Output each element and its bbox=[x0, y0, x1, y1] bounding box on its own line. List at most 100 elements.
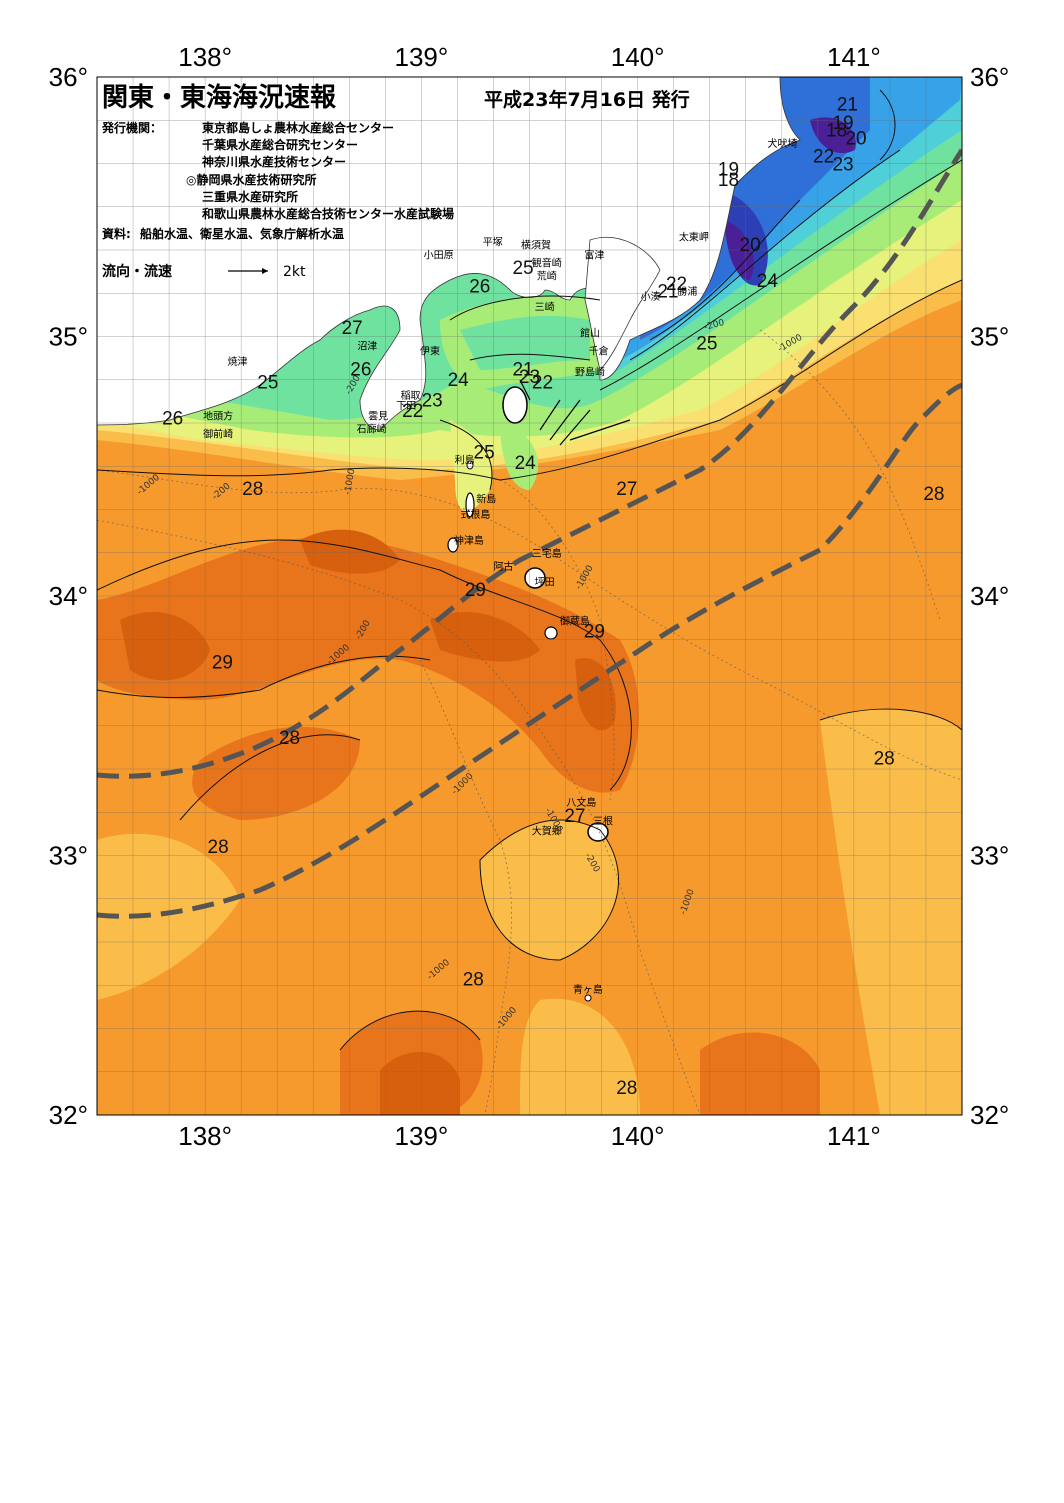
arrowhead-icon bbox=[262, 268, 268, 274]
place-label: 荒崎 bbox=[537, 269, 557, 282]
isotherm-label: 28 bbox=[463, 969, 484, 990]
isotherm-label: 28 bbox=[279, 728, 300, 749]
island-aogashima bbox=[584, 994, 592, 1002]
temp-zone-29-core bbox=[380, 1051, 460, 1115]
isotherm-label: 26 bbox=[162, 409, 183, 430]
right-lat-label: 33° bbox=[970, 841, 1009, 871]
left-lat-label: 33° bbox=[49, 841, 88, 871]
temp-zone-29 bbox=[700, 1032, 820, 1115]
temp-zone-29-core bbox=[575, 658, 616, 731]
isotherm-label: 25 bbox=[257, 372, 278, 393]
left-lat-label: 36° bbox=[49, 62, 88, 92]
place-label: 石廊崎 bbox=[357, 423, 387, 436]
header-block: 関東・東海海況速報 平成23年7月16日 発行 発行機関： 東京都島しょ農林水産… bbox=[101, 83, 690, 280]
current-legend-label: 流向・流速 bbox=[102, 263, 172, 280]
isotherm-label: 19 bbox=[718, 160, 739, 181]
isotherm-label: 22 bbox=[666, 274, 687, 295]
place-label: 野島崎 bbox=[575, 365, 605, 378]
top-lon-label: 139° bbox=[394, 42, 448, 72]
island-hachijojima bbox=[587, 822, 609, 842]
place-label: 館山 bbox=[580, 327, 600, 340]
isotherm-label: 18 bbox=[718, 170, 739, 191]
isotherm-label: 24 bbox=[757, 271, 779, 292]
isotherm-label: 24 bbox=[515, 453, 537, 474]
isotherm-label: 21 bbox=[657, 282, 678, 303]
isotherm-label: 25 bbox=[696, 333, 717, 354]
isotherm-label: 28 bbox=[874, 749, 895, 770]
right-lat-label: 36° bbox=[970, 62, 1009, 92]
isotherm-label: 22 bbox=[402, 401, 423, 422]
source-label: 資料: bbox=[102, 226, 131, 241]
isotherm-label: 25 bbox=[474, 442, 495, 463]
map-area: 2119182022231918202422212525262726252624… bbox=[97, 77, 962, 1115]
isotherm-label: 27 bbox=[616, 479, 637, 500]
place-label: 犬吠埼 bbox=[768, 137, 798, 150]
isotherm-label: 26 bbox=[350, 359, 371, 380]
isotherm-label: 18 bbox=[826, 121, 847, 142]
top-lon-label: 140° bbox=[611, 42, 665, 72]
land-honshu bbox=[97, 77, 801, 431]
axes: 138° 139° 140° 141° 138° 139° 140° 141° 36° 35° 34… bbox=[49, 42, 1010, 1151]
place-label: 沼津 bbox=[357, 339, 377, 352]
isotherm-lines bbox=[97, 89, 962, 1051]
place-label: 御蔵島 bbox=[560, 615, 590, 628]
place-label: 小湊 bbox=[641, 290, 661, 303]
place-label: 観音崎 bbox=[532, 256, 562, 269]
left-lat-label: 35° bbox=[49, 322, 88, 352]
place-label: 坪田 bbox=[535, 576, 555, 589]
isotherm-label: 29 bbox=[584, 622, 605, 643]
right-lat-label: 35° bbox=[970, 322, 1009, 352]
isotherm-label: 27 bbox=[342, 318, 363, 339]
temp-zone-27 bbox=[520, 998, 640, 1115]
kuroshio-axis bbox=[97, 148, 962, 919]
island-niijima bbox=[465, 492, 475, 518]
isotherm-label: 19 bbox=[832, 113, 853, 134]
right-lat-label: 34° bbox=[970, 581, 1009, 611]
place-label: 新島 bbox=[476, 493, 496, 506]
issue-date: 平成23年7月16日 発行 bbox=[484, 88, 690, 111]
place-label: 地頭方 bbox=[203, 410, 233, 423]
publisher-6: 和歌山県農林水産総合技術センター水産試験場 bbox=[201, 206, 454, 221]
isotherm-label: 20 bbox=[845, 128, 866, 149]
place-label: 平塚 bbox=[483, 237, 503, 249]
publisher-5: 三重県水産研究所 bbox=[202, 189, 298, 204]
isotherm-label: 25 bbox=[512, 258, 533, 279]
publisher-3: 神奈川県水産技術センター bbox=[202, 154, 346, 169]
depth-contours bbox=[97, 329, 962, 1115]
place-label: 青ヶ島 bbox=[573, 983, 603, 996]
map-title: 関東・東海海況速報 bbox=[102, 83, 337, 113]
isotherm-label: 22 bbox=[813, 147, 834, 168]
isotherm-label: 24 bbox=[448, 370, 470, 391]
island-mikurajima bbox=[544, 626, 558, 640]
temp-zone-29 bbox=[97, 537, 639, 793]
isotherm-label: 23 bbox=[422, 391, 443, 412]
top-lon-label: 138° bbox=[178, 42, 232, 72]
bottom-lon-label: 141° bbox=[827, 1121, 881, 1151]
map-frame bbox=[96, 76, 963, 1116]
place-label: 阿古 bbox=[494, 560, 514, 573]
temp-zone-27 bbox=[820, 709, 962, 1115]
source-text: 船舶水温、衛星水温、気象庁解析水温 bbox=[140, 226, 344, 241]
isotherm-labels: 2119182022231918202422212525262726252624… bbox=[162, 95, 944, 1100]
top-lon-label: 141° bbox=[827, 42, 881, 72]
publisher-2: 千葉県水産総合研究センター bbox=[202, 137, 358, 152]
bottom-lon-label: 138° bbox=[178, 1121, 232, 1151]
place-label: 千倉 bbox=[589, 345, 609, 358]
isotherm-label: 26 bbox=[469, 276, 490, 297]
place-label: 太東岬 bbox=[679, 230, 709, 243]
left-lat-label: 34° bbox=[49, 581, 88, 611]
isotherm-label: 27 bbox=[564, 806, 585, 827]
isotherm-label: 28 bbox=[616, 1078, 637, 1099]
current-legend-speed: 2kt bbox=[283, 264, 306, 280]
bottom-lon-label: 140° bbox=[611, 1121, 665, 1151]
place-label: 三宅島 bbox=[532, 547, 562, 560]
temp-zone-27 bbox=[480, 820, 619, 960]
isotherm-label: 28 bbox=[208, 837, 229, 858]
current-arrows bbox=[519, 379, 631, 446]
left-lat-label: 32° bbox=[49, 1100, 88, 1130]
temp-zone-29 bbox=[192, 726, 360, 820]
publisher-1: 東京都島しょ農林水産総合センター bbox=[202, 120, 394, 135]
publisher-label: 発行機関： bbox=[101, 120, 162, 135]
